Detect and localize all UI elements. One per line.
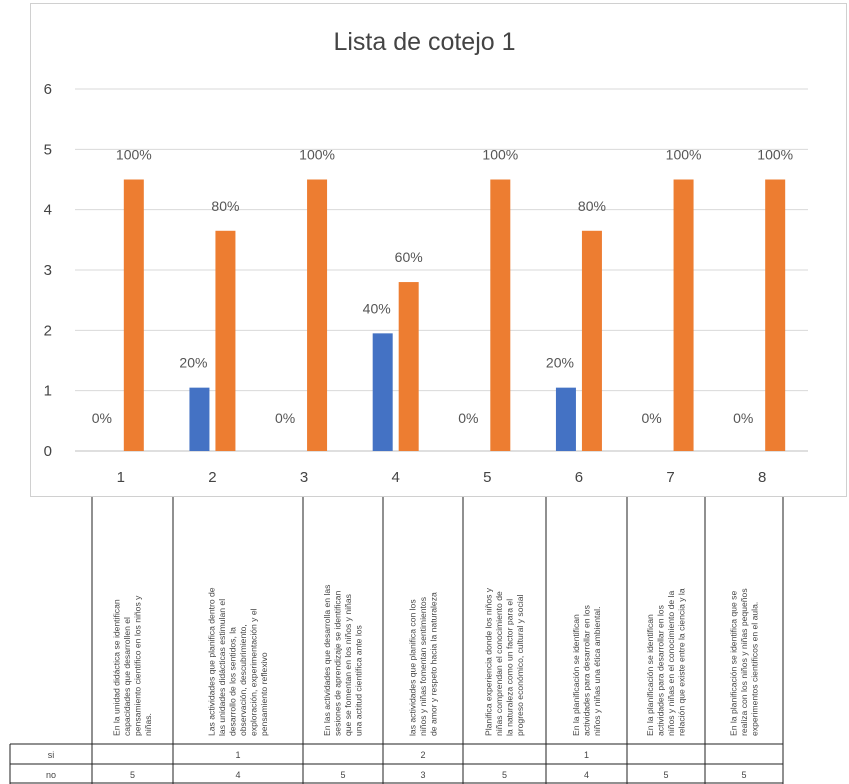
bar-no bbox=[490, 179, 511, 451]
data-label: 0% bbox=[458, 410, 478, 426]
data-label: 0% bbox=[733, 410, 753, 426]
table-cell-si: 1 bbox=[584, 750, 589, 760]
x-tick-label: 5 bbox=[483, 469, 491, 486]
bar-no bbox=[215, 230, 236, 451]
category-description: sesiones de aprendizaje se identifican bbox=[333, 591, 343, 736]
y-tick-label: 4 bbox=[44, 202, 52, 219]
data-label: 40% bbox=[363, 300, 391, 316]
x-tick-label: 2 bbox=[208, 469, 216, 486]
category-description: relación que existe entre la ciencia y l… bbox=[677, 588, 687, 736]
data-label: 0% bbox=[641, 410, 661, 426]
table-cell-si: 1 bbox=[235, 750, 240, 760]
x-tick-label: 6 bbox=[575, 469, 583, 486]
category-description: En la planificación se identifica que se bbox=[728, 591, 738, 736]
x-tick-label: 1 bbox=[117, 469, 125, 486]
y-tick-label: 1 bbox=[44, 383, 52, 400]
data-label: 80% bbox=[578, 198, 606, 214]
bar-si bbox=[372, 333, 393, 451]
category-description: Planifica experiencia donde los niños y bbox=[484, 587, 494, 736]
y-tick-label: 6 bbox=[44, 81, 52, 98]
data-label: 20% bbox=[546, 355, 574, 371]
category-description: niñas. bbox=[143, 713, 153, 736]
category-description: progreso económico, cultural y social bbox=[515, 595, 525, 736]
data-label: 100% bbox=[482, 147, 518, 163]
category-description: pensamiento reflexivo bbox=[259, 652, 269, 736]
data-label: 100% bbox=[116, 147, 152, 163]
chart-plot: 012345610%100%220%80%30%100%440%60%50%10… bbox=[44, 81, 808, 486]
category-description: niñas comprendan el conocimiento de bbox=[494, 591, 504, 736]
table-cell-no: 3 bbox=[420, 770, 425, 780]
data-label: 100% bbox=[299, 147, 335, 163]
category-description: En la planificación se identifican bbox=[645, 614, 655, 736]
table-cell-no: 5 bbox=[340, 770, 345, 780]
category-description: de amor y respeto hacia la naturaleza bbox=[428, 592, 438, 736]
data-label: 80% bbox=[211, 198, 239, 214]
bar-no bbox=[307, 179, 328, 451]
category-description: una actitud científica ante los bbox=[354, 625, 364, 736]
category-description: desarrollo de los sentidos, la bbox=[228, 627, 238, 736]
x-tick-label: 8 bbox=[758, 469, 766, 486]
bar-no bbox=[765, 179, 786, 451]
table-cell-no: 4 bbox=[235, 770, 240, 780]
category-description: actividades para desarrollar en los bbox=[656, 605, 666, 736]
data-label: 60% bbox=[395, 249, 423, 265]
y-tick-label: 2 bbox=[44, 322, 52, 339]
y-tick-label: 0 bbox=[44, 443, 52, 460]
category-description: actividades para desarrollar en los bbox=[581, 605, 591, 736]
category-description: pensamiento científico en los niños y bbox=[133, 595, 143, 736]
chart-title: Lista de cotejo 1 bbox=[333, 28, 516, 56]
category-description: niños y niñas una ética ambiental. bbox=[592, 607, 602, 736]
bar-si bbox=[555, 387, 576, 451]
x-tick-label: 3 bbox=[300, 469, 308, 486]
category-description: capacidades que desarrollen el bbox=[122, 617, 132, 736]
category-description: las unidades didácticas estimulan el bbox=[217, 599, 227, 736]
y-tick-label: 3 bbox=[44, 262, 52, 279]
chart-frame bbox=[30, 3, 847, 497]
table-cell-no: 5 bbox=[741, 770, 746, 780]
category-description: En la unidad didáctica se identifican bbox=[112, 599, 122, 736]
category-description: experimentos científicos en el aula. bbox=[749, 602, 759, 736]
category-description: niños y niñas fomentan sentimientos bbox=[418, 597, 428, 736]
table-cell-si: 2 bbox=[420, 750, 425, 760]
y-tick-label: 5 bbox=[44, 141, 52, 158]
table-cell-no: 4 bbox=[584, 770, 589, 780]
bar-no bbox=[581, 230, 602, 451]
bar-no bbox=[673, 179, 694, 451]
x-tick-label: 7 bbox=[666, 469, 674, 486]
table-cell-no: 5 bbox=[130, 770, 135, 780]
data-label: 0% bbox=[275, 410, 295, 426]
category-description: que se fomentan en los niños y niñas bbox=[343, 594, 353, 736]
bar-si bbox=[189, 387, 210, 451]
category-description: niños y niñas en el conocimiento de la bbox=[666, 591, 676, 736]
x-tick-label: 4 bbox=[392, 469, 400, 486]
table-cell-no: 5 bbox=[663, 770, 668, 780]
bar-no bbox=[398, 282, 419, 451]
data-label: 20% bbox=[179, 355, 207, 371]
category-description: En la planificación se identifican bbox=[571, 614, 581, 736]
category-description: la naturaleza como un factor para el bbox=[505, 599, 515, 736]
category-description: exploración, experimentación y el bbox=[249, 608, 259, 736]
table-cell-no: 5 bbox=[502, 770, 507, 780]
category-description: Las actividades que planifica dentro de bbox=[207, 587, 217, 736]
category-description: las actividades que planifica con los bbox=[407, 599, 417, 736]
bar-no bbox=[123, 179, 144, 451]
category-description: En las actividades que desarrolla en las bbox=[322, 585, 332, 736]
category-description: realiza con los niños y niñas pequeños bbox=[739, 588, 749, 736]
row-header-si: si bbox=[48, 750, 55, 760]
data-label: 100% bbox=[666, 147, 702, 163]
data-label: 100% bbox=[757, 147, 793, 163]
category-description: observación, descubrimiento, bbox=[238, 624, 248, 736]
data-label: 0% bbox=[92, 410, 112, 426]
row-header-no: no bbox=[46, 770, 56, 780]
